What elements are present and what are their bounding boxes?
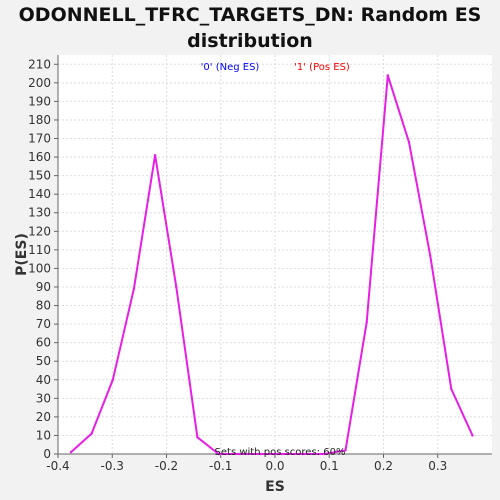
y-tick-label: 130	[28, 206, 51, 220]
data-point	[259, 452, 263, 456]
data-point	[302, 452, 305, 456]
y-tick-label: 40	[36, 373, 51, 387]
data-point	[90, 432, 93, 435]
y-tick-label: 140	[28, 187, 51, 201]
y-tick-label: 190	[28, 94, 51, 108]
y-tick-label: 70	[36, 317, 51, 331]
y-tick-label: 80	[36, 299, 51, 313]
y-tick-label: 120	[28, 224, 51, 238]
pos-scores-annotation: Sets with pos scores: 60%	[215, 447, 346, 458]
y-tick-label: 150	[28, 169, 51, 183]
data-point	[217, 452, 220, 456]
data-point	[69, 450, 73, 454]
chart-title: ODONNELL_TFRC_TARGETS_DN: Random ES dist…	[0, 2, 500, 54]
chart-title-line-1: ODONNELL_TFRC_TARGETS_DN: Random ES	[18, 4, 482, 26]
data-point	[450, 387, 453, 391]
data-point	[132, 287, 136, 291]
data-point	[407, 141, 411, 144]
data-point	[111, 378, 114, 381]
y-tick-label: 10	[36, 428, 51, 442]
chart-title-line-2: distribution	[187, 30, 313, 52]
x-tick-label: -0.1	[209, 459, 232, 473]
legend-entry: '0' (Neg ES)	[201, 62, 260, 73]
data-point	[280, 452, 284, 456]
y-tick-label: 210	[28, 57, 51, 71]
y-tick-label: 50	[36, 354, 51, 368]
y-tick-label: 30	[36, 391, 51, 405]
y-tick-label: 90	[36, 280, 51, 294]
y-tick-label: 200	[28, 76, 51, 90]
data-point	[386, 74, 390, 77]
y-tick-label: 180	[28, 113, 51, 127]
x-tick-label: 0.2	[374, 459, 393, 473]
y-axis-label: P(ES)	[14, 233, 30, 276]
y-tick-label: 160	[28, 150, 51, 164]
y-tick-label: 110	[28, 243, 51, 257]
x-tick-label: -0.4	[46, 459, 69, 473]
es-distribution-line	[70, 74, 474, 455]
y-tick-label: 0	[43, 447, 51, 461]
data-point	[153, 154, 157, 157]
data-point	[175, 285, 178, 289]
plot-area	[58, 55, 492, 454]
data-point	[344, 449, 347, 452]
y-tick-label: 20	[36, 410, 51, 424]
data-point	[196, 436, 199, 439]
x-tick-label: 0.1	[320, 459, 339, 473]
data-point	[365, 321, 368, 324]
data-point	[323, 452, 326, 456]
y-tick-label: 60	[36, 336, 51, 350]
y-tick-label: 100	[28, 261, 51, 275]
x-tick-label: 0.0	[265, 459, 284, 473]
x-axis-label: ES	[265, 479, 285, 495]
x-tick-label: 0.3	[428, 459, 447, 473]
data-point	[428, 254, 432, 257]
data-point	[471, 434, 474, 437]
data-point	[238, 452, 241, 456]
y-tick-label: 170	[28, 132, 51, 146]
legend-entry: '1' (Pos ES)	[294, 62, 350, 73]
x-tick-label: -0.2	[155, 459, 178, 473]
x-tick-label: -0.3	[101, 459, 124, 473]
